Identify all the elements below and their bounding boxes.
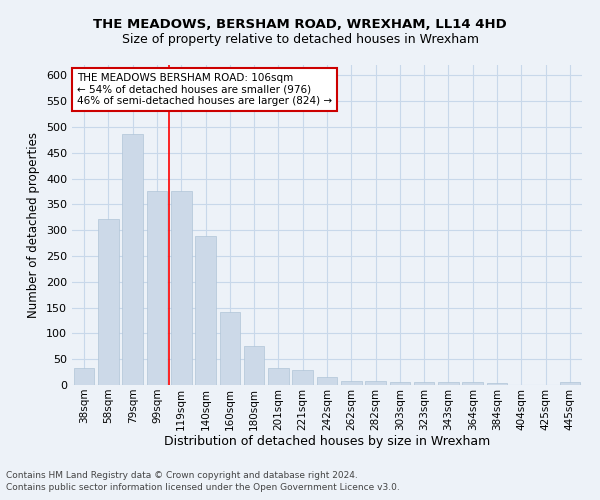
Bar bbox=[146, 192, 167, 385]
Bar bbox=[220, 312, 240, 385]
Bar bbox=[389, 382, 410, 385]
Text: Contains HM Land Registry data © Crown copyright and database right 2024.: Contains HM Land Registry data © Crown c… bbox=[6, 470, 358, 480]
Text: THE MEADOWS BERSHAM ROAD: 106sqm
← 54% of detached houses are smaller (976)
46% : THE MEADOWS BERSHAM ROAD: 106sqm ← 54% o… bbox=[77, 73, 332, 106]
X-axis label: Distribution of detached houses by size in Wrexham: Distribution of detached houses by size … bbox=[164, 436, 490, 448]
Bar bbox=[74, 368, 94, 385]
Bar bbox=[414, 382, 434, 385]
Bar bbox=[438, 382, 459, 385]
Text: Contains public sector information licensed under the Open Government Licence v3: Contains public sector information licen… bbox=[6, 483, 400, 492]
Bar bbox=[244, 346, 265, 385]
Bar bbox=[171, 192, 191, 385]
Bar bbox=[463, 382, 483, 385]
Text: Size of property relative to detached houses in Wrexham: Size of property relative to detached ho… bbox=[121, 32, 479, 46]
Y-axis label: Number of detached properties: Number of detached properties bbox=[28, 132, 40, 318]
Bar bbox=[365, 381, 386, 385]
Bar bbox=[487, 383, 508, 385]
Text: THE MEADOWS, BERSHAM ROAD, WREXHAM, LL14 4HD: THE MEADOWS, BERSHAM ROAD, WREXHAM, LL14… bbox=[93, 18, 507, 30]
Bar bbox=[98, 219, 119, 385]
Bar bbox=[560, 382, 580, 385]
Bar bbox=[317, 378, 337, 385]
Bar bbox=[122, 134, 143, 385]
Bar bbox=[292, 370, 313, 385]
Bar bbox=[341, 381, 362, 385]
Bar bbox=[268, 368, 289, 385]
Bar bbox=[195, 236, 216, 385]
